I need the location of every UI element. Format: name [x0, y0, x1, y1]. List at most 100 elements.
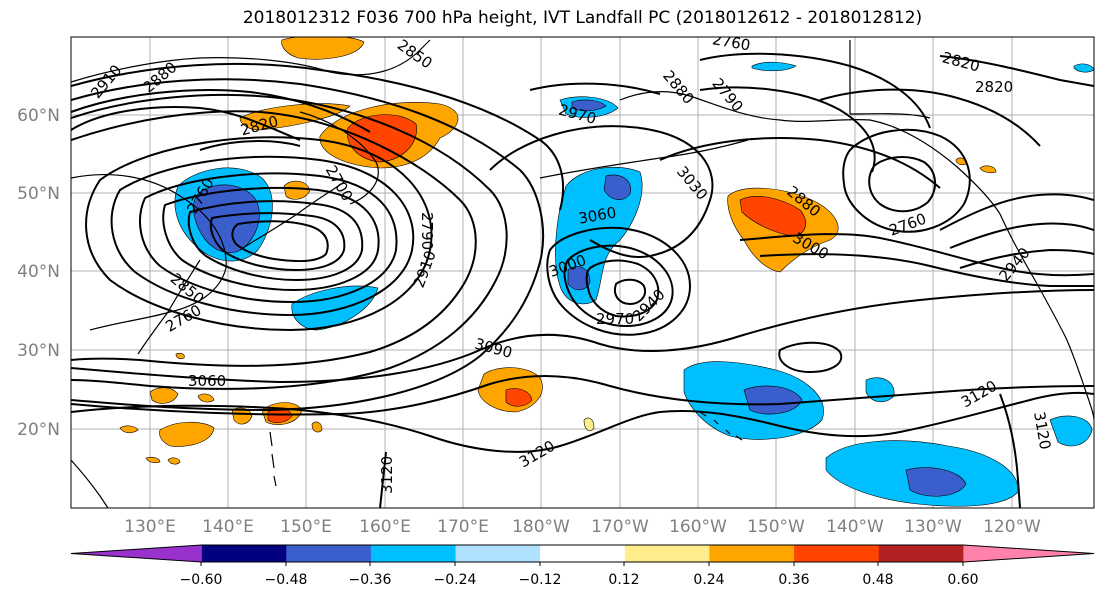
height-contour-2910: [614, 278, 646, 306]
philippine-coastline: [71, 459, 109, 508]
negative-anomaly-region: [1049, 415, 1093, 447]
colorbar-tick-labels: −0.60 −0.48 −0.36 −0.24 −0.12 0.12 0.24 …: [180, 572, 979, 588]
positive-anomaly-region: [281, 37, 365, 60]
height-contour-2910: [739, 233, 1094, 277]
height-contour-2820: [71, 105, 301, 141]
colorbar: −0.60 −0.48 −0.36 −0.24 −0.12 0.12 0.24 …: [70, 544, 1095, 588]
lat-label-40n: 40°N: [17, 262, 60, 282]
contour-label: 2790: [418, 212, 436, 250]
height-contour-2940: [585, 259, 660, 318]
height-contour-2880: [110, 155, 415, 317]
height-contour-2730: [868, 156, 936, 213]
coastlines: [71, 39, 1094, 508]
colorbar-cell: [878, 545, 964, 562]
map-title: 2018012312 F036 700 hPa height, IVT Land…: [242, 8, 923, 28]
height-contour-3000: [71, 78, 545, 412]
lon-label: 150°E: [280, 517, 332, 537]
height-contour-3120: [999, 393, 1021, 508]
colorbar-cell: [201, 545, 287, 562]
colorbar-cell: [286, 545, 372, 562]
latitude-labels: 60°N 50°N 40°N 30°N 20°N: [17, 106, 60, 440]
colorbar-cells: [70, 544, 1095, 563]
lon-label: 180°W: [512, 517, 570, 537]
alaska-coastline: [619, 91, 1001, 215]
strong-positive-anomaly-region: [505, 388, 533, 407]
strong-negative-anomaly-region: [905, 467, 967, 497]
map-panel: 2910 2880 2850 2820 2760 2790 2880 2820 …: [70, 36, 1095, 509]
height-contour-3090: [778, 341, 843, 374]
japan-coastline: [137, 259, 201, 355]
height-contour-2970: [939, 193, 1094, 231]
lon-label: 170°W: [591, 517, 649, 537]
height-contour-2790: [187, 200, 364, 282]
strong-negative-anomaly-region: [743, 385, 803, 415]
contour-label: 2970: [596, 310, 634, 328]
height-contour-2760: [842, 128, 971, 233]
height-contour-2790: [699, 52, 931, 129]
negative-anomaly-region: [291, 285, 379, 331]
strong-negative-anomaly-region: [571, 99, 607, 112]
colorbar-cell: [709, 545, 795, 562]
colorbar-cell: [370, 545, 457, 562]
height-contour-3000: [659, 137, 941, 189]
positive-anomaly-region: [167, 457, 181, 465]
aleutian-islands: [539, 139, 749, 179]
height-contour-2850: [819, 88, 1041, 147]
positive-anomaly-region: [231, 407, 253, 425]
strong-negative-anomaly-region: [603, 174, 631, 201]
longitude-labels: 130°E 140°E 150°E 160°E 170°E 180°W 170°…: [124, 517, 1041, 537]
height-contour-2760: [209, 212, 346, 272]
lat-label-30n: 30°N: [17, 341, 60, 361]
height-contour-2880: [699, 86, 876, 173]
positive-anomaly-region: [197, 393, 215, 403]
positive-anomaly-region: [119, 425, 139, 434]
lon-label: 170°E: [437, 517, 489, 537]
height-contour-2940: [71, 110, 477, 367]
positive-anomaly-region: [149, 387, 179, 404]
lat-label-20n: 20°N: [17, 420, 60, 440]
height-contour-2790: [199, 140, 301, 151]
height-contour-3030: [71, 62, 564, 211]
lat-label-60n: 60°N: [17, 106, 60, 126]
positive-anomaly-region: [175, 352, 185, 360]
colorbar-extend-high: [963, 545, 1094, 562]
colorbar-ticks: [200, 562, 964, 566]
lon-label: 160°W: [669, 517, 727, 537]
colorbar-cell: [455, 545, 541, 562]
north-america-coastline: [999, 213, 1094, 421]
lon-label: 120°W: [983, 517, 1041, 537]
colorbar-cell: [624, 545, 710, 562]
colorbar-tick-label: 0.60: [947, 572, 978, 588]
asia-coastline: [71, 173, 227, 331]
lat-label-50n: 50°N: [17, 184, 60, 204]
ivt-shading: [119, 37, 1094, 507]
colorbar-tick-label: 0.48: [862, 572, 893, 588]
height-contour-3090: [71, 375, 1094, 416]
height-contour-2820: [939, 55, 1094, 87]
height-contour-2730: [231, 220, 329, 263]
lon-label: 160°E: [359, 517, 411, 537]
positive-anomaly-region: [583, 417, 595, 432]
height-contour-3120: [379, 451, 387, 508]
colorbar-tick-label: 0.24: [693, 572, 724, 588]
colorbar-tick-label: −0.36: [349, 572, 392, 588]
positive-anomaly-region: [979, 165, 997, 174]
height-contour-2850: [71, 89, 371, 133]
height-contour-2910: [85, 136, 433, 332]
asia-coastline: [71, 39, 431, 83]
positive-anomaly-region: [145, 456, 161, 464]
height-contour-3030: [489, 125, 714, 258]
contour-label: 3120: [378, 456, 396, 494]
strong-negative-anomaly-region: [567, 266, 591, 291]
colorbar-tick-label: 0.12: [608, 572, 639, 588]
colorbar-tick-label: 0.36: [778, 572, 809, 588]
positive-anomaly-region: [159, 421, 215, 447]
colorbar-extend-low: [71, 545, 202, 562]
height-contour-3000: [546, 226, 692, 336]
colorbar-tick-label: −0.24: [434, 572, 477, 588]
contour-label: 3060: [188, 372, 226, 390]
height-contour-3120: [71, 391, 1094, 453]
height-contour-2970: [529, 82, 661, 95]
height-contour-2820: [162, 186, 380, 292]
